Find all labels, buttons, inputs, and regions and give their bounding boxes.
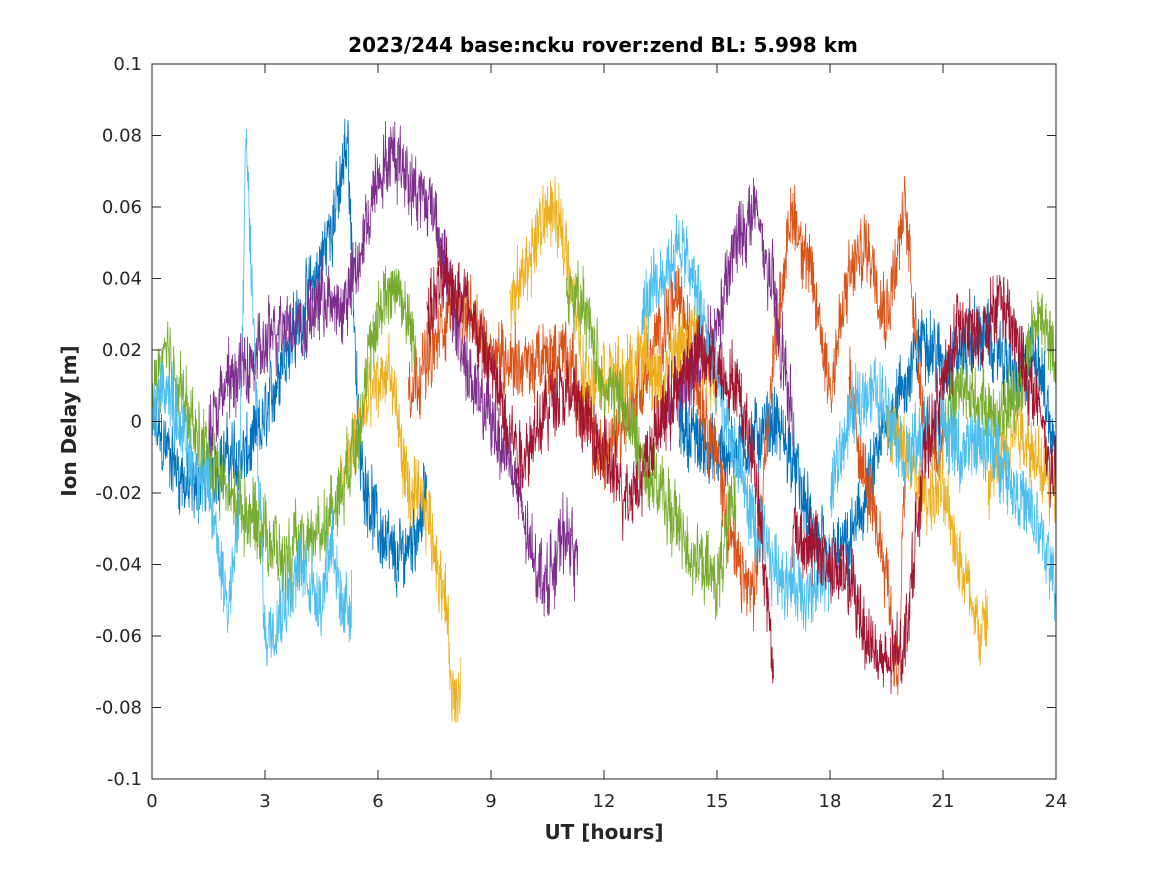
y-tick-label: -0.06 bbox=[95, 626, 142, 647]
series-line bbox=[848, 346, 906, 696]
y-tick-label: 0.08 bbox=[102, 126, 142, 147]
x-tick-label: 15 bbox=[706, 791, 729, 812]
series-line bbox=[886, 405, 989, 666]
chart-title: 2023/244 base:ncku rover:zend BL: 5.998 … bbox=[348, 33, 858, 57]
x-tick-label: 9 bbox=[485, 791, 496, 812]
y-axis-title: Ion Delay [m] bbox=[57, 345, 81, 496]
y-tick-label: -0.04 bbox=[95, 555, 142, 576]
axes-layer bbox=[151, 63, 1057, 780]
y-tick-label: -0.08 bbox=[95, 698, 142, 719]
series-line bbox=[208, 121, 578, 617]
x-tick-label: 18 bbox=[819, 791, 842, 812]
x-tick-label: 12 bbox=[593, 791, 616, 812]
x-tick-label: 0 bbox=[146, 791, 157, 812]
series-line bbox=[660, 177, 793, 452]
series-line bbox=[151, 265, 417, 602]
y-tick-label: 0.06 bbox=[102, 197, 142, 218]
series-line bbox=[426, 236, 774, 684]
series-line bbox=[791, 274, 1057, 695]
x-axis-title: UT [hours] bbox=[544, 820, 663, 844]
tick-labels: 0 3 6 9 12 15 18 21 24 -0.1 -0.08 -0.06 -0.04 -0.02 0 0… bbox=[95, 54, 1067, 812]
y-tick-label: 0.1 bbox=[113, 54, 142, 75]
series-line bbox=[151, 128, 353, 667]
y-tick-label: -0.02 bbox=[95, 483, 142, 504]
series-line bbox=[565, 260, 737, 621]
y-tick-label: -0.1 bbox=[107, 769, 142, 790]
x-tick-label: 24 bbox=[1045, 791, 1068, 812]
x-tick-label: 21 bbox=[932, 791, 955, 812]
y-tick-label: 0 bbox=[131, 412, 142, 433]
y-tick-label: 0.04 bbox=[102, 269, 142, 290]
series-line bbox=[641, 213, 831, 633]
plot-area bbox=[152, 64, 1056, 779]
x-tick-label: 6 bbox=[372, 791, 383, 812]
series-layer bbox=[151, 118, 1057, 724]
x-tick-label: 3 bbox=[259, 791, 270, 812]
series-line bbox=[407, 175, 944, 632]
y-tick-label: 0.02 bbox=[102, 340, 142, 361]
